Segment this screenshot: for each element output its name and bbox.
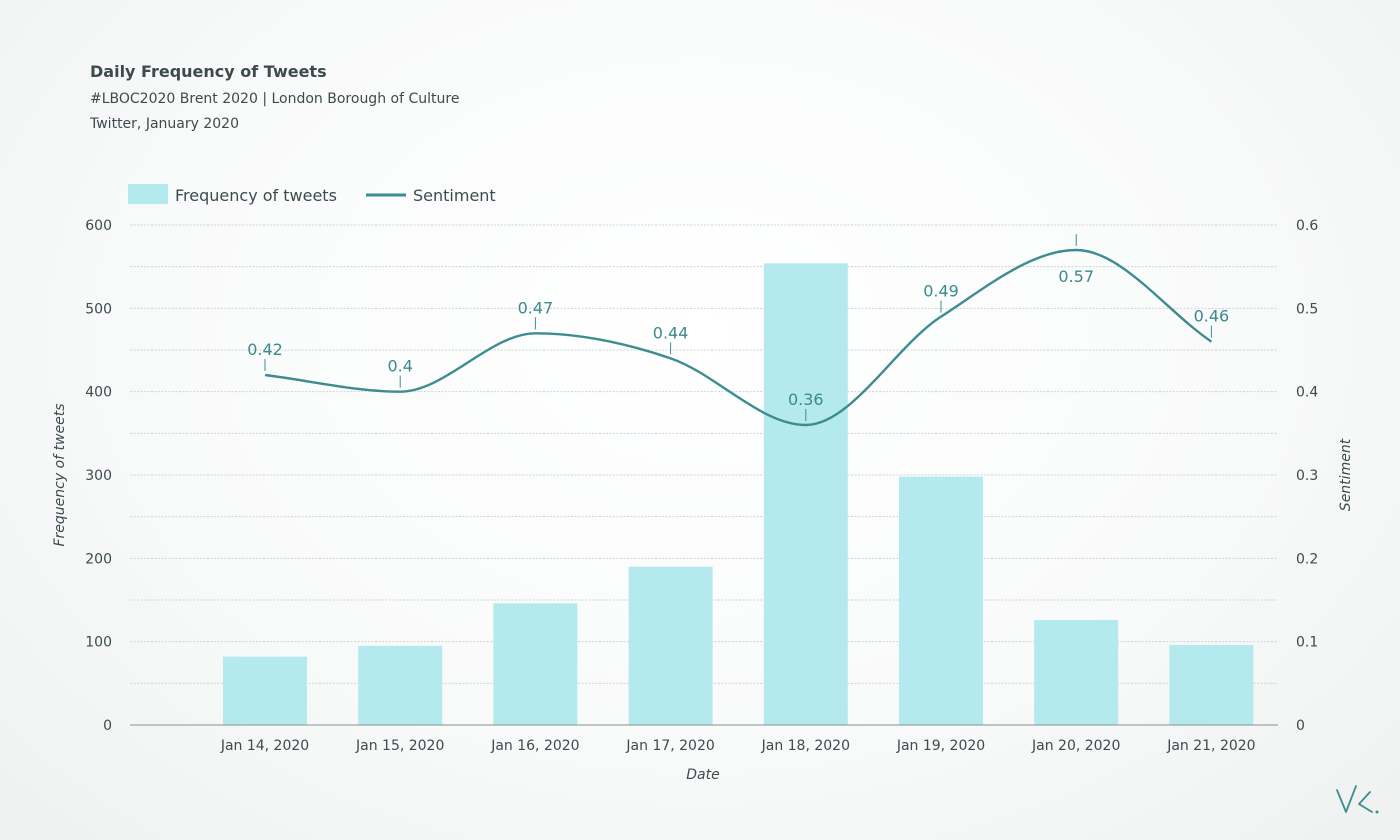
data-label: 0.57 (1058, 267, 1094, 286)
chart-header: Daily Frequency of Tweets #LBOC2020 Bren… (90, 62, 459, 141)
y2-tick-label: 0.3 (1296, 468, 1318, 484)
y2-tick-label: 0.6 (1296, 218, 1318, 234)
y-tick-label: 200 (85, 551, 112, 567)
y-tick-label: 500 (85, 301, 112, 317)
y-tick-label: 600 (85, 218, 112, 234)
chart-title: Daily Frequency of Tweets (90, 62, 327, 81)
bar (1034, 620, 1119, 725)
bar (763, 263, 848, 725)
data-label: 0.49 (923, 282, 959, 301)
axes: 0 100 200 300 400 500 600 0 0.1 0.2 0.3 0.4 0.5 0.6 Ja… (52, 218, 1354, 783)
x-axis-title: Date (686, 767, 719, 783)
legend-swatch-bar (128, 184, 168, 204)
x-tick-label: Jan 21, 2020 (1166, 738, 1255, 754)
bar (223, 656, 307, 725)
y-tick-label: 400 (85, 385, 112, 401)
x-tick-label: Jan 14, 2020 (220, 738, 309, 754)
y-tick-label: 0 (103, 718, 112, 734)
x-tick-label: Jan 17, 2020 (625, 738, 714, 754)
legend-label-frequency: Frequency of tweets (175, 186, 337, 205)
x-tick-label: Jan 20, 2020 (1031, 738, 1120, 754)
data-labels: 0.42 0.4 0.47 0.44 0.36 0.49 0.57 0.46 (247, 234, 1229, 421)
x-tick-label: Jan 18, 2020 (761, 738, 850, 754)
y2-axis-title: Sentiment (1338, 438, 1354, 511)
y2-tick-label: 0.1 (1296, 635, 1318, 651)
chart-source: Twitter, January 2020 (90, 116, 239, 132)
legend-label-sentiment: Sentiment (413, 186, 496, 205)
x-tick-label: Jan 16, 2020 (490, 738, 579, 754)
y-tick-label: 100 (85, 635, 112, 651)
data-label: 0.46 (1194, 307, 1230, 326)
bar (1169, 645, 1254, 725)
bar-series (223, 263, 1254, 725)
y-tick-label: 300 (85, 468, 112, 484)
sentiment-line (264, 248, 1213, 427)
legend: Frequency of tweets Sentiment (128, 184, 496, 205)
y2-tick-label: 0 (1296, 718, 1305, 734)
data-label: 0.4 (387, 357, 412, 376)
line-series (264, 248, 1213, 427)
y2-tick-label: 0.2 (1296, 551, 1318, 567)
x-tick-label: Jan 15, 2020 (355, 738, 444, 754)
bar (628, 566, 713, 725)
y2-tick-label: 0.4 (1296, 385, 1318, 401)
bar (358, 645, 443, 725)
data-label: 0.36 (788, 390, 824, 409)
data-label: 0.44 (653, 323, 689, 342)
signature-logo (1336, 785, 1379, 814)
data-label: 0.47 (518, 298, 554, 317)
data-label: 0.42 (247, 340, 283, 359)
y-axis-title: Frequency of tweets (52, 404, 68, 547)
x-tick-label: Jan 19, 2020 (896, 738, 985, 754)
bar (493, 603, 578, 725)
chart-subtitle: #LBOC2020 Brent 2020 | London Borough of… (90, 91, 460, 107)
bar (899, 476, 983, 725)
y2-tick-label: 0.5 (1296, 301, 1318, 317)
